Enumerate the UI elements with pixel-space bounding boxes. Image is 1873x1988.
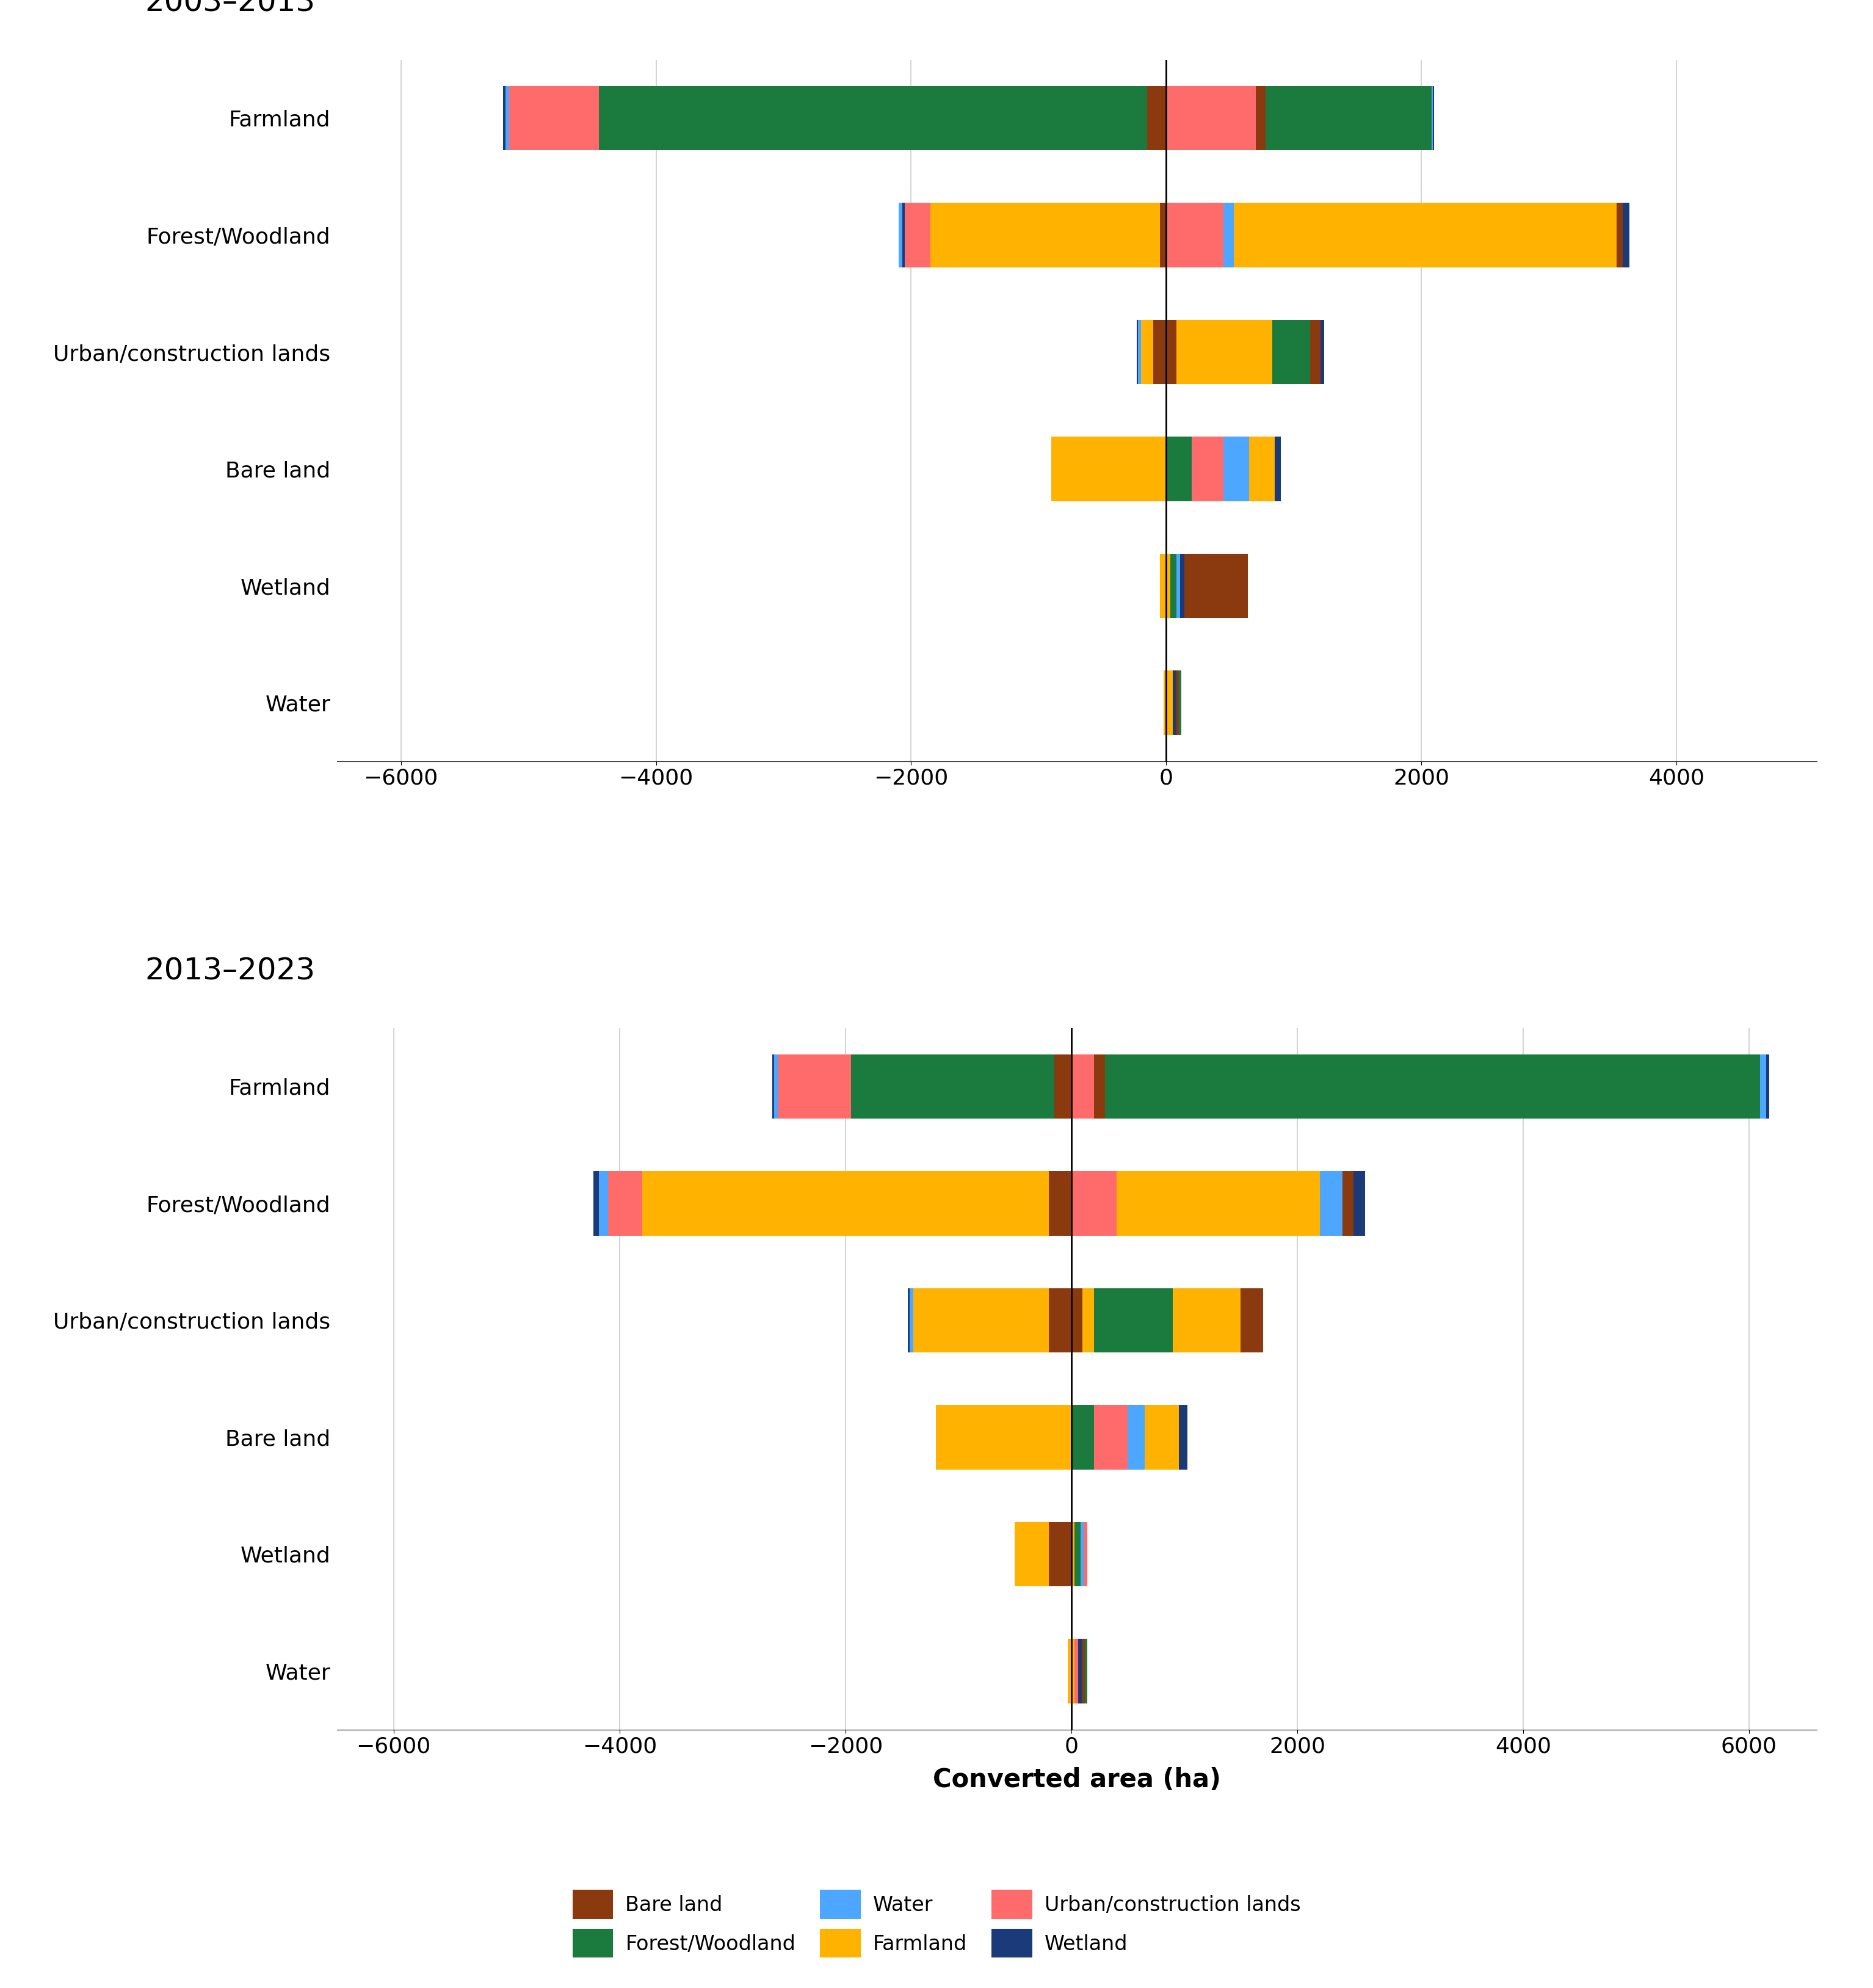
Bar [1172,670,1176,736]
Bar [1071,1171,1116,1235]
Bar [1176,555,1180,618]
Bar [1276,437,1281,501]
Bar [1139,320,1141,384]
Bar [1071,1638,1075,1704]
Bar [1761,1054,1766,1119]
Bar [1167,555,1171,618]
Bar [1176,320,1272,384]
Bar [774,1054,777,1119]
Bar [599,1171,609,1235]
Bar [1141,320,1154,384]
Bar [1178,1406,1187,1469]
Bar [1167,437,1191,501]
Bar [609,1171,642,1235]
Bar [1159,555,1167,618]
Bar [1049,1523,1071,1586]
Bar [931,203,1159,266]
Text: 2013–2023: 2013–2023 [144,956,315,986]
Bar [642,1171,1049,1235]
Bar [1081,1523,1084,1586]
Bar [850,1054,1054,1119]
Bar [1223,203,1234,266]
Bar [1071,1406,1094,1469]
Bar [1049,1171,1071,1235]
Bar [1180,555,1184,618]
Bar [1240,1288,1264,1352]
Bar [1354,1171,1365,1235]
Bar [1272,320,1311,384]
Bar [1075,1638,1079,1704]
Bar [1094,1288,1172,1352]
Bar [1167,203,1223,266]
Bar [1320,1171,1343,1235]
Bar [1079,1638,1081,1704]
Bar [1176,670,1178,736]
Bar [1068,1638,1071,1704]
Bar [1094,1054,1105,1119]
Bar [1249,437,1276,501]
Bar [599,85,1146,151]
Bar [1184,555,1247,618]
Bar [914,1288,1049,1352]
Bar [1234,203,1616,266]
Bar [1255,85,1266,151]
Bar [772,1054,774,1119]
Bar [936,1406,1071,1469]
Bar [504,85,506,151]
Bar [1766,1054,1770,1119]
Bar [1075,1523,1081,1586]
Bar [1266,85,1431,151]
Bar [1167,320,1176,384]
Text: 2003–2013: 2003–2013 [144,0,315,18]
Bar [1128,1406,1144,1469]
Bar [1049,1288,1071,1352]
Bar [905,203,931,266]
Bar [1191,437,1223,501]
Bar [1054,1054,1071,1119]
Bar [506,85,509,151]
Bar [1223,437,1249,501]
Legend: Bare land, Forest/Woodland, Water, Farmland, Urban/construction lands, Wetland: Bare land, Forest/Woodland, Water, Farml… [562,1881,1311,1968]
Bar [1146,85,1167,151]
Bar [1051,437,1167,501]
Bar [1159,203,1167,266]
Bar [509,85,599,151]
Bar [1071,1054,1094,1119]
Bar [1144,1406,1178,1469]
Bar [1320,320,1324,384]
Bar [1015,1523,1049,1586]
Bar [1084,1523,1086,1586]
Bar [1083,1288,1094,1352]
Bar [1084,1638,1086,1704]
Bar [1167,670,1172,736]
Bar [1116,1171,1320,1235]
X-axis label: Converted area (ha): Converted area (ha) [933,1767,1221,1793]
Bar [1154,320,1167,384]
Bar [1163,670,1167,736]
Bar [594,1171,599,1235]
Bar [1171,555,1176,618]
Bar [1081,1638,1084,1704]
Bar [1616,203,1622,266]
Bar [1343,1171,1354,1235]
Bar [1071,1288,1083,1352]
Bar [1311,320,1320,384]
Bar [908,1288,910,1352]
Bar [899,203,903,266]
Bar [1172,1288,1240,1352]
Bar [1167,85,1255,151]
Bar [1622,203,1630,266]
Bar [910,1288,914,1352]
Bar [1178,670,1182,736]
Bar [903,203,905,266]
Bar [1094,1406,1128,1469]
Bar [1105,1054,1761,1119]
Bar [777,1054,850,1119]
Bar [1071,1523,1075,1586]
